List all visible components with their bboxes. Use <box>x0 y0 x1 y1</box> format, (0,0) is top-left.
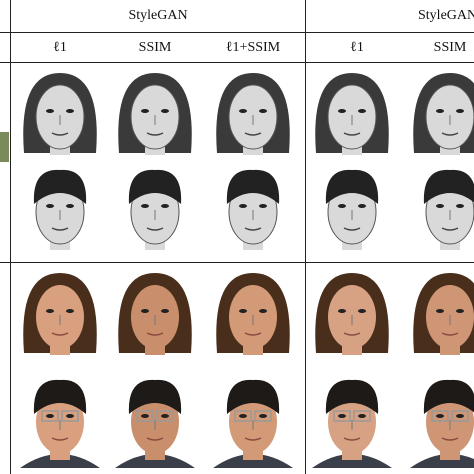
eye <box>259 109 267 113</box>
hair <box>423 379 474 414</box>
shirt <box>312 454 392 468</box>
mouth <box>244 437 262 441</box>
shirt <box>213 454 293 468</box>
eye <box>141 109 149 113</box>
mouth <box>51 332 69 336</box>
mouth <box>441 132 459 136</box>
eye <box>161 309 169 313</box>
mouth <box>51 437 69 441</box>
glasses <box>41 410 59 422</box>
eye <box>239 414 247 418</box>
eye <box>66 109 74 113</box>
mouth <box>51 227 69 231</box>
mouth <box>146 437 164 441</box>
eye <box>161 109 169 113</box>
hair <box>325 169 379 204</box>
eye <box>46 204 54 208</box>
cropped-image <box>0 132 9 162</box>
eye <box>259 204 267 208</box>
hair <box>226 169 280 204</box>
column-header: ℓ1+SSIM <box>226 40 281 55</box>
glasses <box>431 410 449 422</box>
eye <box>358 414 366 418</box>
eye <box>46 414 54 418</box>
eye <box>66 414 74 418</box>
eye <box>456 204 464 208</box>
group-title: StyleGAN <box>418 8 474 23</box>
column-header: SSIM <box>434 40 467 55</box>
column-header: SSIM <box>139 40 172 55</box>
mouth <box>441 332 459 336</box>
eye <box>161 204 169 208</box>
mouth <box>244 227 262 231</box>
glasses <box>234 410 252 422</box>
mouth <box>441 437 459 441</box>
eye <box>338 309 346 313</box>
mouth <box>343 332 361 336</box>
column-header: ℓ1 <box>350 40 364 55</box>
glasses <box>61 410 79 422</box>
eye <box>358 204 366 208</box>
hair <box>128 169 182 204</box>
eye <box>338 109 346 113</box>
glasses <box>451 410 469 422</box>
mouth <box>343 227 361 231</box>
eye <box>141 414 149 418</box>
eye <box>436 309 444 313</box>
mouth <box>146 332 164 336</box>
mouth <box>441 227 459 231</box>
hair <box>325 379 379 414</box>
eye <box>358 309 366 313</box>
eye <box>436 414 444 418</box>
eye <box>141 204 149 208</box>
hair <box>33 169 87 204</box>
eye <box>259 414 267 418</box>
mouth <box>51 132 69 136</box>
eye <box>239 204 247 208</box>
shirt <box>115 454 195 468</box>
mouth <box>244 132 262 136</box>
eye <box>456 109 464 113</box>
eye <box>338 414 346 418</box>
eye <box>436 109 444 113</box>
mouth <box>146 227 164 231</box>
eye <box>259 309 267 313</box>
eye <box>66 204 74 208</box>
hair <box>128 379 182 414</box>
group-title: StyleGAN <box>128 8 187 23</box>
eye <box>239 309 247 313</box>
eye <box>141 309 149 313</box>
shirt <box>20 454 100 468</box>
eye <box>456 309 464 313</box>
mouth <box>343 132 361 136</box>
glasses <box>353 410 371 422</box>
eye <box>161 414 169 418</box>
eye <box>436 204 444 208</box>
hair <box>226 379 280 414</box>
mouth <box>244 332 262 336</box>
mouth <box>343 437 361 441</box>
eye <box>338 204 346 208</box>
mouth <box>146 132 164 136</box>
eye <box>46 109 54 113</box>
eye <box>456 414 464 418</box>
column-header: ℓ1 <box>53 40 67 55</box>
image-grid <box>20 73 474 468</box>
glasses <box>333 410 351 422</box>
glasses <box>136 410 154 422</box>
glasses <box>156 410 174 422</box>
eye <box>46 309 54 313</box>
eye <box>239 109 247 113</box>
glasses <box>254 410 272 422</box>
eye <box>358 109 366 113</box>
hair <box>423 169 474 204</box>
eye <box>66 309 74 313</box>
hair <box>33 379 87 414</box>
